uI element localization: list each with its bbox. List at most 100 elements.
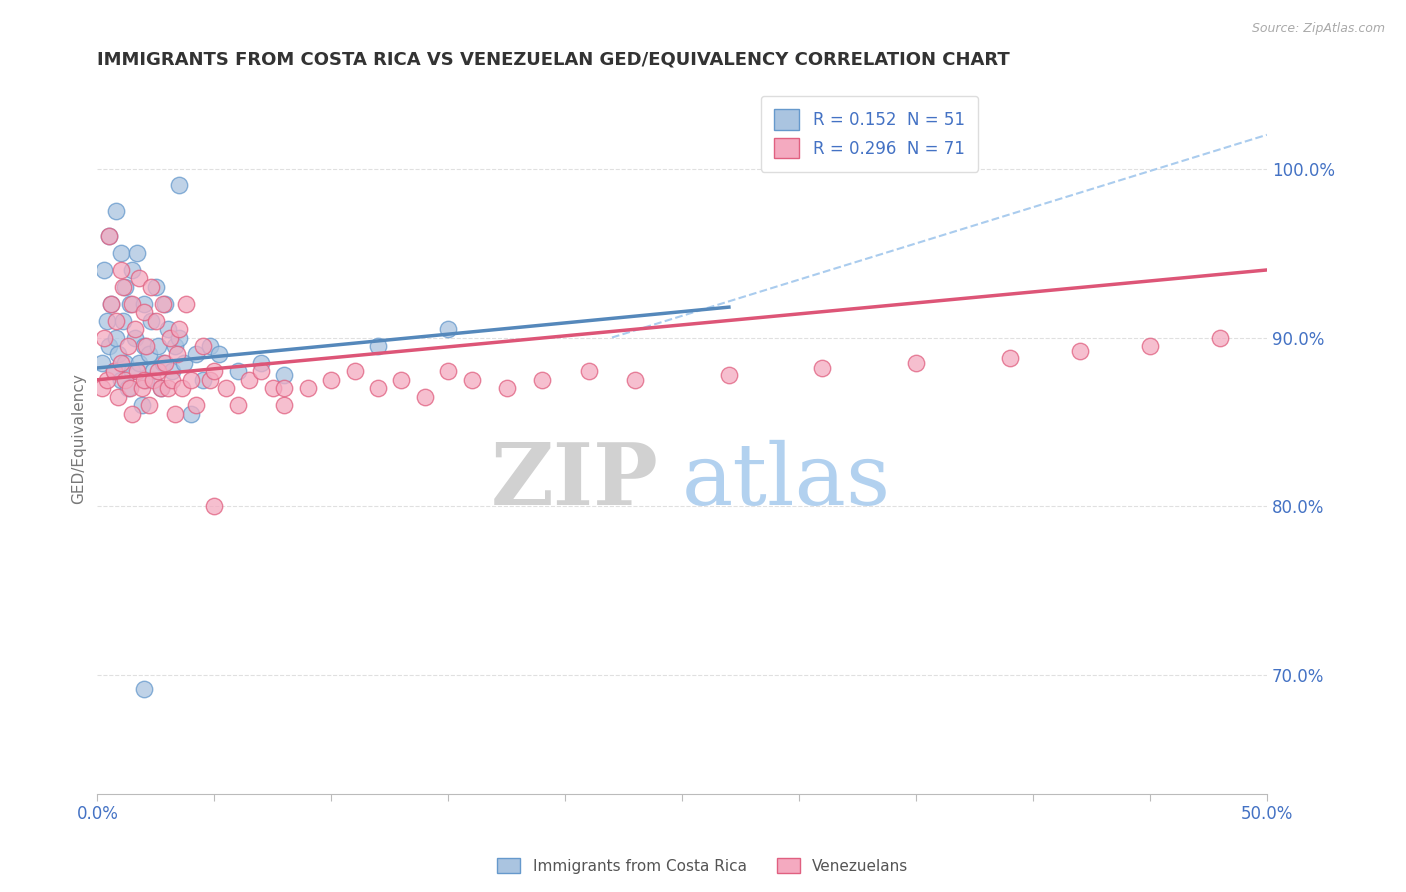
Point xyxy=(121,364,143,378)
Point xyxy=(153,297,176,311)
Point xyxy=(149,381,172,395)
Point xyxy=(134,339,156,353)
Point xyxy=(128,356,150,370)
Point xyxy=(167,330,190,344)
Text: ZIP: ZIP xyxy=(491,440,659,524)
Point xyxy=(226,364,249,378)
Point xyxy=(98,229,121,244)
Point xyxy=(138,398,160,412)
Point xyxy=(145,313,167,327)
Point xyxy=(107,347,129,361)
Point xyxy=(180,407,202,421)
Point xyxy=(905,356,928,370)
Point xyxy=(103,364,125,378)
Point xyxy=(163,339,186,353)
Legend: R = 0.152  N = 51, R = 0.296  N = 71: R = 0.152 N = 51, R = 0.296 N = 71 xyxy=(761,96,979,171)
Point xyxy=(998,351,1021,365)
Point xyxy=(167,322,190,336)
Text: Source: ZipAtlas.com: Source: ZipAtlas.com xyxy=(1251,22,1385,36)
Point xyxy=(250,356,273,370)
Point xyxy=(250,364,273,378)
Point xyxy=(114,356,136,370)
Point xyxy=(167,178,190,193)
Point xyxy=(127,246,149,260)
Point xyxy=(131,398,153,412)
Point xyxy=(273,381,295,395)
Point xyxy=(121,407,143,421)
Point xyxy=(530,373,553,387)
Point xyxy=(156,322,179,336)
Point xyxy=(110,373,132,387)
Point xyxy=(121,263,143,277)
Point xyxy=(198,339,221,353)
Y-axis label: GED/Equivalency: GED/Equivalency xyxy=(72,374,86,504)
Point xyxy=(437,322,460,336)
Point xyxy=(103,364,125,378)
Point xyxy=(93,330,115,344)
Point xyxy=(142,364,165,378)
Point xyxy=(146,339,169,353)
Point xyxy=(321,373,343,387)
Point xyxy=(174,297,197,311)
Point xyxy=(120,381,142,395)
Point xyxy=(156,381,179,395)
Point xyxy=(391,373,413,387)
Point xyxy=(117,339,139,353)
Point xyxy=(184,347,207,361)
Point xyxy=(460,373,482,387)
Point xyxy=(166,347,188,361)
Point xyxy=(1069,344,1091,359)
Point xyxy=(811,360,834,375)
Point xyxy=(141,280,163,294)
Point xyxy=(141,313,163,327)
Point xyxy=(173,356,195,370)
Point xyxy=(153,356,176,370)
Point xyxy=(135,339,157,353)
Point xyxy=(343,364,366,378)
Point xyxy=(202,500,225,514)
Point xyxy=(142,373,165,387)
Point xyxy=(1139,339,1161,353)
Point xyxy=(138,347,160,361)
Point xyxy=(184,398,207,412)
Point xyxy=(273,398,295,412)
Text: IMMIGRANTS FROM COSTA RICA VS VENEZUELAN GED/EQUIVALENCY CORRELATION CHART: IMMIGRANTS FROM COSTA RICA VS VENEZUELAN… xyxy=(97,51,1010,69)
Point xyxy=(114,280,136,294)
Point xyxy=(191,373,214,387)
Point xyxy=(163,407,186,421)
Point xyxy=(367,339,389,353)
Point xyxy=(128,271,150,285)
Point xyxy=(91,356,114,370)
Point xyxy=(100,297,122,311)
Point xyxy=(191,339,214,353)
Point xyxy=(152,297,174,311)
Point xyxy=(297,381,319,395)
Point xyxy=(134,373,156,387)
Point xyxy=(208,347,231,361)
Point xyxy=(117,381,139,395)
Point xyxy=(367,381,389,395)
Point xyxy=(131,381,153,395)
Point xyxy=(135,373,157,387)
Point xyxy=(215,381,238,395)
Point xyxy=(96,313,118,327)
Point xyxy=(93,263,115,277)
Point xyxy=(134,297,156,311)
Point xyxy=(134,681,156,696)
Point xyxy=(273,368,295,382)
Point xyxy=(495,381,517,395)
Text: atlas: atlas xyxy=(682,440,891,523)
Point xyxy=(112,313,135,327)
Point xyxy=(578,364,600,378)
Point xyxy=(149,381,172,395)
Point xyxy=(437,364,460,378)
Point xyxy=(134,305,156,319)
Point xyxy=(202,364,225,378)
Point xyxy=(1209,330,1232,344)
Point xyxy=(121,297,143,311)
Point xyxy=(105,330,128,344)
Point xyxy=(624,373,647,387)
Point xyxy=(110,263,132,277)
Point xyxy=(159,330,181,344)
Point xyxy=(198,373,221,387)
